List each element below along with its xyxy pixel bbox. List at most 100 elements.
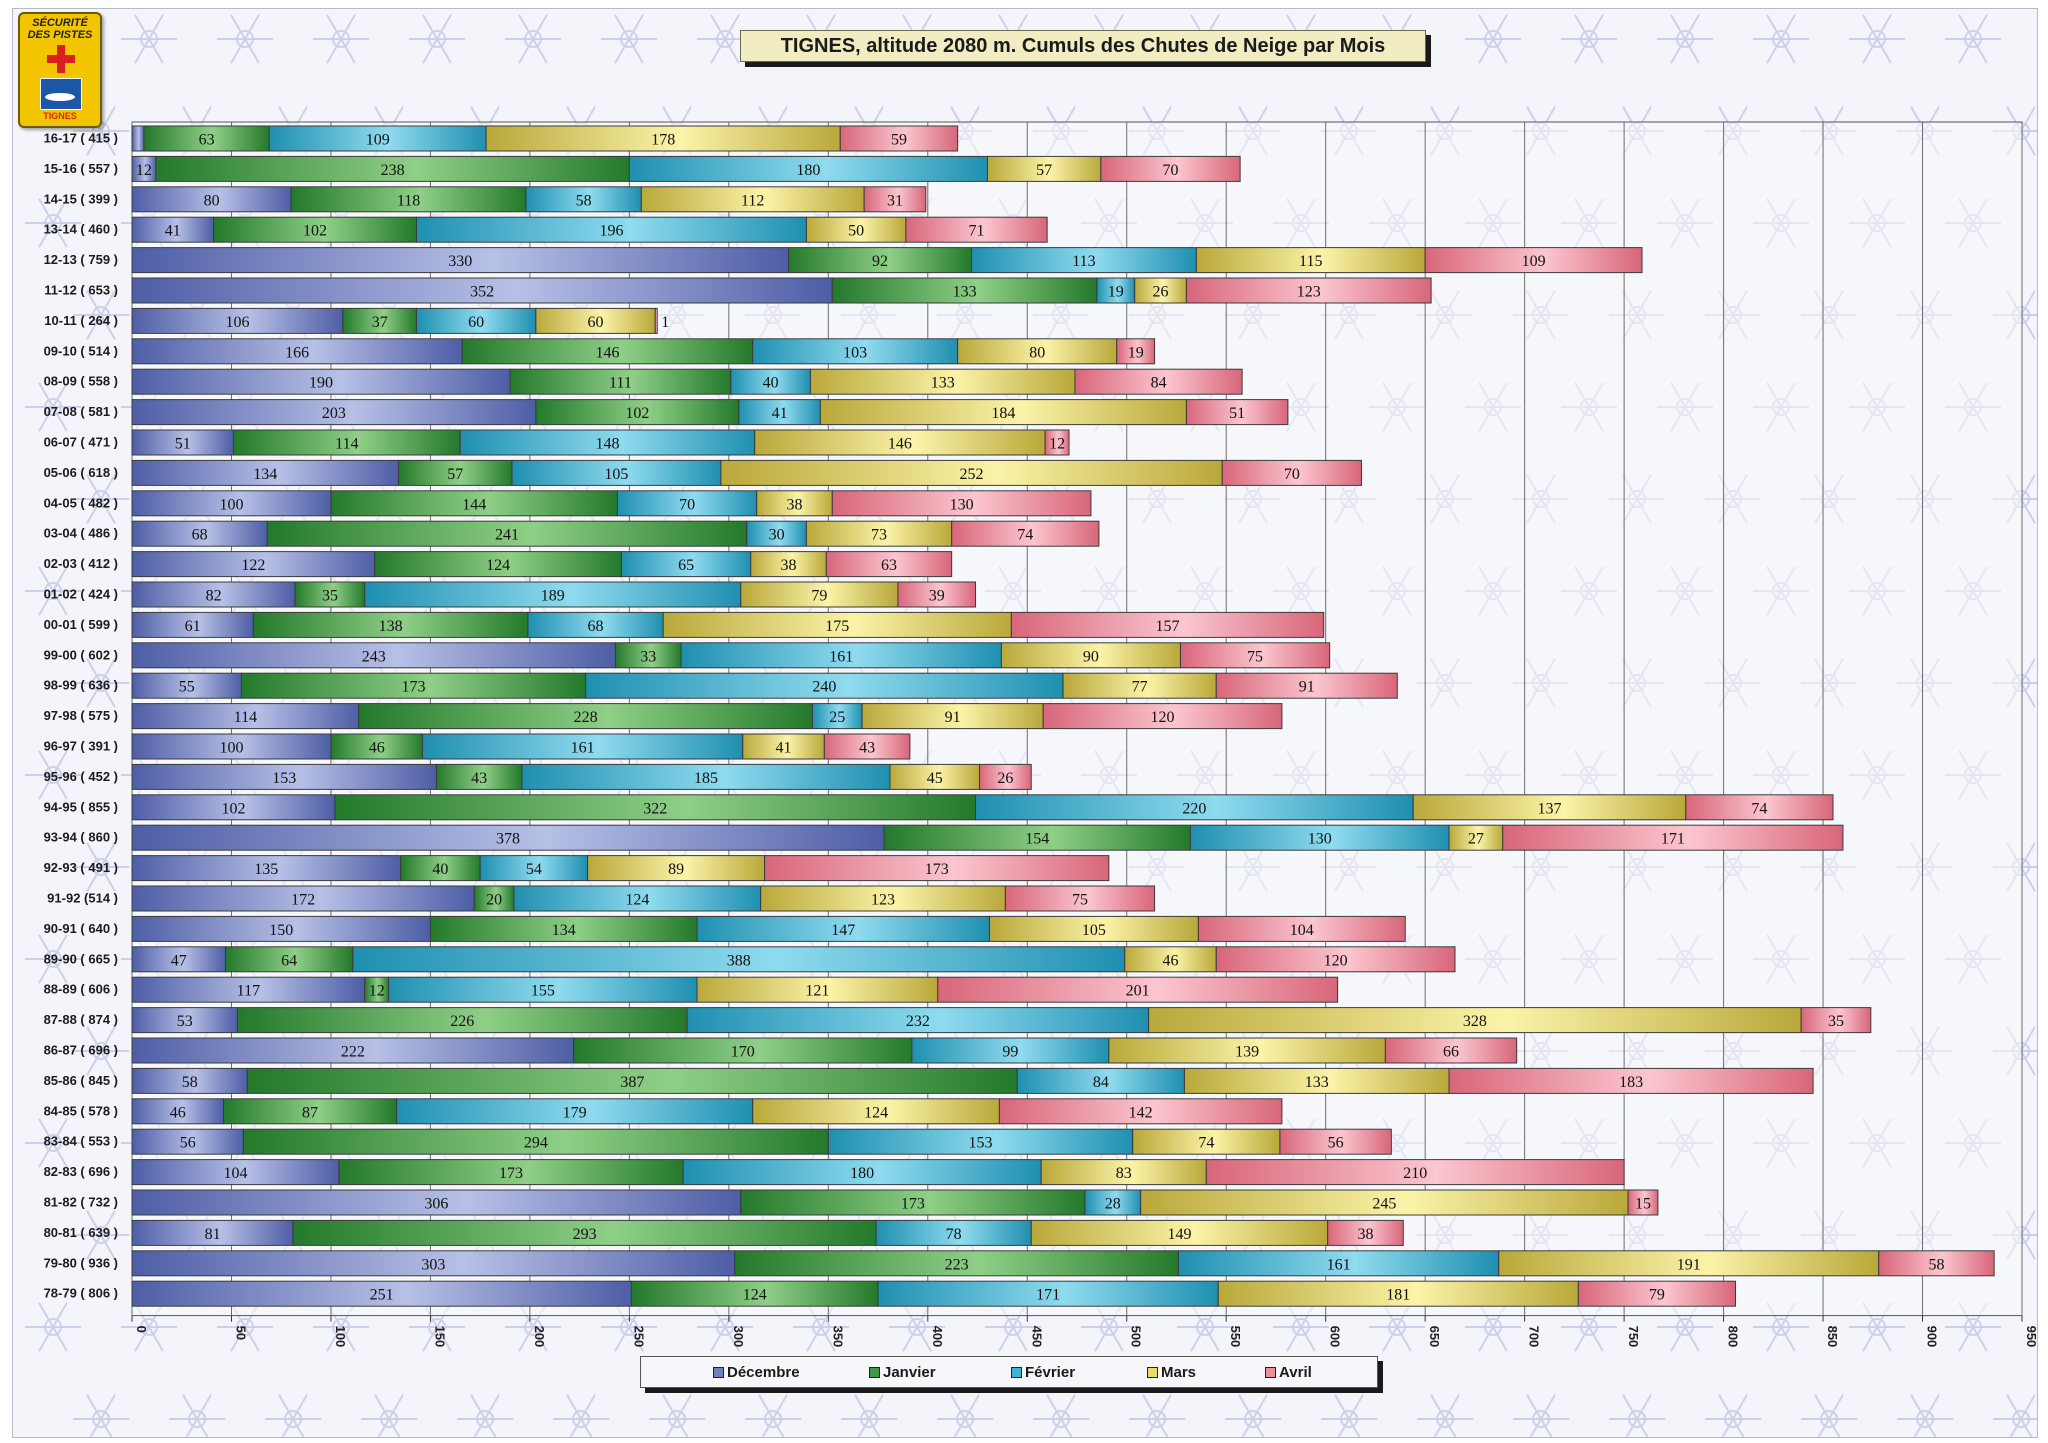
data-label: 56	[180, 1135, 196, 1152]
data-label: 178	[651, 132, 675, 149]
data-label: 63	[199, 132, 215, 149]
data-label: 148	[595, 436, 619, 453]
bar-segment-janvier	[461, 338, 754, 365]
bar-segment-janvier	[358, 703, 813, 730]
bar-segment-février	[686, 1007, 1150, 1034]
bar-segment-avril	[1878, 1250, 1995, 1277]
bar-segment-décembre	[131, 1007, 238, 1034]
bar-segment-décembre	[131, 915, 431, 942]
x-tick-label: 0	[134, 1326, 149, 1333]
y-tick-label: 98-99 ( 636 )	[44, 678, 118, 693]
logo-line-2: DES PISTES	[27, 29, 93, 41]
legend-label: Février	[1025, 1364, 1076, 1381]
bar-segment-février	[585, 672, 1064, 699]
data-label: 100	[219, 496, 243, 513]
bar-segment-février	[421, 733, 744, 760]
data-label: 26	[1153, 284, 1169, 301]
snowflake-icon	[505, 14, 561, 64]
x-tick-label: 350	[830, 1326, 845, 1348]
bar-segment-janvier	[398, 459, 513, 486]
data-label: 109	[1522, 253, 1546, 270]
bar-segment-avril	[998, 1098, 1283, 1125]
data-label: 79	[811, 588, 827, 605]
bar-segment-décembre	[131, 125, 145, 152]
data-label: 170	[731, 1044, 755, 1061]
data-label: 203	[322, 405, 346, 422]
bar-segment-mars	[1448, 824, 1504, 851]
bar-segment-décembre	[131, 581, 296, 608]
data-label: 133	[1305, 1074, 1329, 1091]
bar-segment-avril	[1205, 1159, 1625, 1186]
bar-segment-mars	[742, 733, 825, 760]
y-tick-label: 80-81 ( 639 )	[44, 1225, 118, 1240]
bar-segment-mars	[819, 399, 1187, 426]
bar-segment-décembre	[131, 520, 268, 547]
y-tick-label: 94-95 ( 855 )	[44, 799, 118, 814]
bar-segment-avril	[1384, 1037, 1518, 1064]
data-label: 185	[694, 770, 718, 787]
bar-segment-février	[730, 368, 811, 395]
bar-segment-janvier	[242, 1128, 829, 1155]
bar-segment-avril	[1279, 1128, 1392, 1155]
bar-segment-avril	[764, 855, 1110, 882]
legend-item-mars: Mars	[1147, 1364, 1196, 1381]
data-label: 149	[1167, 1226, 1191, 1243]
y-axis-labels: 16-17 ( 415 ) 15-16 ( 557 ) 14-15 ( 399 ) 1…	[44, 131, 118, 1301]
bar-segment-avril	[1221, 459, 1362, 486]
data-label: 171	[1036, 1287, 1060, 1304]
data-label: 139	[1235, 1044, 1259, 1061]
data-label: 232	[906, 1013, 930, 1030]
snowflake-icon	[1945, 14, 2001, 64]
y-tick-label: 01-02 ( 424 )	[44, 587, 118, 602]
data-label: 293	[573, 1226, 597, 1243]
bar-segment-février	[682, 1159, 1042, 1186]
legend-label: Mars	[1161, 1364, 1197, 1381]
data-label: 222	[341, 1044, 365, 1061]
legend-item-janvier: Janvier	[869, 1364, 936, 1381]
data-label: 133	[953, 284, 977, 301]
bar-segment-mars	[1040, 1159, 1207, 1186]
bar-segment-avril	[863, 186, 927, 213]
bar-segment-avril	[1800, 1007, 1872, 1034]
data-label: 33	[640, 648, 656, 665]
bar-segment-mars	[1062, 672, 1217, 699]
snowflake-icon	[697, 14, 753, 64]
bar-segment-janvier	[342, 307, 417, 334]
bar-segment-février	[521, 763, 891, 790]
y-tick-label: 15-16 ( 557 )	[44, 161, 118, 176]
x-tick-label: 450	[1029, 1326, 1044, 1348]
data-label: 40	[763, 375, 779, 392]
data-label: 65	[678, 557, 694, 574]
snowflake-icon	[1465, 14, 1521, 64]
data-label: 80	[204, 192, 220, 209]
bar-segment-janvier	[330, 490, 618, 517]
data-label: 41	[776, 740, 792, 757]
legend-swatch	[1011, 1367, 1022, 1378]
bar-segment-avril	[897, 581, 977, 608]
data-label: 51	[175, 436, 191, 453]
bar-segment-janvier	[246, 1067, 1018, 1094]
bar-segment-janvier	[473, 885, 515, 912]
snowflake-icon	[361, 1394, 417, 1437]
data-label: 84	[1093, 1074, 1109, 1091]
bar-segment-février	[875, 1219, 1032, 1246]
data-label: 43	[471, 770, 487, 787]
data-label: 43	[859, 740, 875, 757]
snowflake-icon	[409, 14, 465, 64]
y-tick-label: 00-01 ( 599 )	[44, 617, 118, 632]
bar-segment-janvier	[240, 672, 587, 699]
x-tick-label: 50	[233, 1326, 248, 1340]
data-label: 114	[335, 436, 358, 453]
bar-segment-mars	[1108, 1037, 1386, 1064]
snowflake-icon	[25, 382, 81, 432]
bar-segment-avril	[1004, 885, 1156, 912]
y-tick-label: 10-11 ( 264 )	[44, 313, 118, 328]
data-label: 74	[1751, 800, 1767, 817]
bar-segment-février	[352, 946, 1126, 973]
data-label: 87	[302, 1104, 318, 1121]
chart-title: TIGNES, altitude 2080 m. Cumuls des Chut…	[740, 30, 1426, 62]
x-tick-label: 300	[731, 1326, 746, 1348]
data-label: 37	[372, 314, 388, 331]
bar-segment-janvier	[334, 794, 977, 821]
bar-segment-décembre	[131, 1250, 736, 1277]
